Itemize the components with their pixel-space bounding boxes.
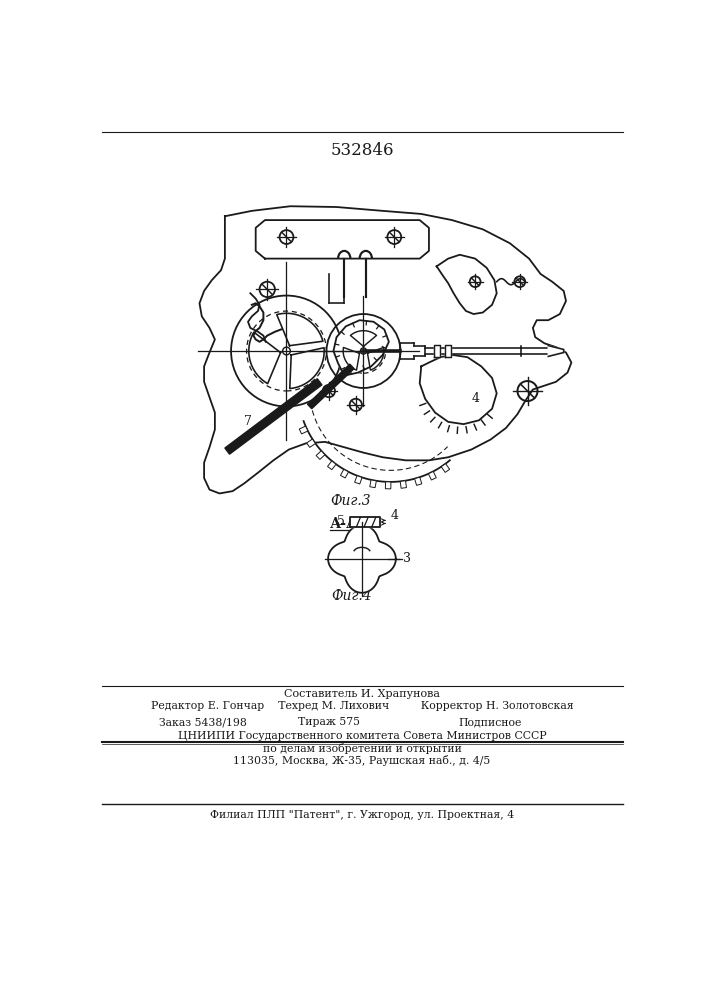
Polygon shape: [351, 517, 380, 527]
Text: Фиг.4: Фиг.4: [332, 589, 373, 603]
Polygon shape: [433, 345, 440, 357]
Text: Подписное: Подписное: [459, 717, 522, 727]
Text: 4: 4: [391, 509, 399, 522]
Polygon shape: [327, 461, 336, 470]
Polygon shape: [199, 206, 571, 493]
Polygon shape: [437, 255, 497, 314]
Polygon shape: [225, 379, 322, 454]
Polygon shape: [328, 525, 396, 593]
Polygon shape: [370, 480, 376, 488]
Text: 5: 5: [337, 515, 345, 528]
Text: 3: 3: [402, 552, 411, 565]
Text: Заказ 5438/198: Заказ 5438/198: [160, 717, 247, 727]
Polygon shape: [299, 426, 308, 434]
Text: Составитель И. Храпунова: Составитель И. Храпунова: [284, 689, 440, 699]
Polygon shape: [316, 451, 325, 459]
Polygon shape: [445, 345, 451, 357]
Text: Тираж 575: Тираж 575: [298, 717, 360, 727]
Text: Фиг.3: Фиг.3: [330, 494, 370, 508]
Polygon shape: [307, 439, 315, 447]
Text: ЦНИИПИ Государственного комитета Совета Министров СССР: ЦНИИПИ Государственного комитета Совета …: [177, 731, 547, 741]
Polygon shape: [428, 471, 436, 480]
Text: А-А: А-А: [330, 517, 358, 531]
Polygon shape: [420, 355, 497, 424]
Polygon shape: [549, 346, 563, 356]
Text: 7: 7: [244, 415, 252, 428]
Polygon shape: [355, 476, 362, 484]
Text: Филиал ПЛП "Патент", г. Ужгород, ул. Проектная, 4: Филиал ПЛП "Патент", г. Ужгород, ул. Про…: [210, 810, 514, 820]
Polygon shape: [441, 464, 450, 472]
Polygon shape: [400, 481, 407, 488]
Text: 532846: 532846: [330, 142, 394, 159]
Text: 4: 4: [471, 392, 479, 405]
Text: по делам изобретений и открытий: по делам изобретений и открытий: [262, 743, 462, 754]
Polygon shape: [341, 469, 349, 478]
Text: 113035, Москва, Ж-35, Раушская наб., д. 4/5: 113035, Москва, Ж-35, Раушская наб., д. …: [233, 755, 491, 766]
Polygon shape: [256, 220, 429, 259]
Text: Редактор Е. Гончар    Техред М. Лихович         Корректор Н. Золотовская: Редактор Е. Гончар Техред М. Лихович Кор…: [151, 701, 573, 711]
Polygon shape: [385, 482, 391, 489]
Polygon shape: [414, 477, 422, 485]
Polygon shape: [334, 320, 389, 376]
Polygon shape: [308, 364, 354, 409]
